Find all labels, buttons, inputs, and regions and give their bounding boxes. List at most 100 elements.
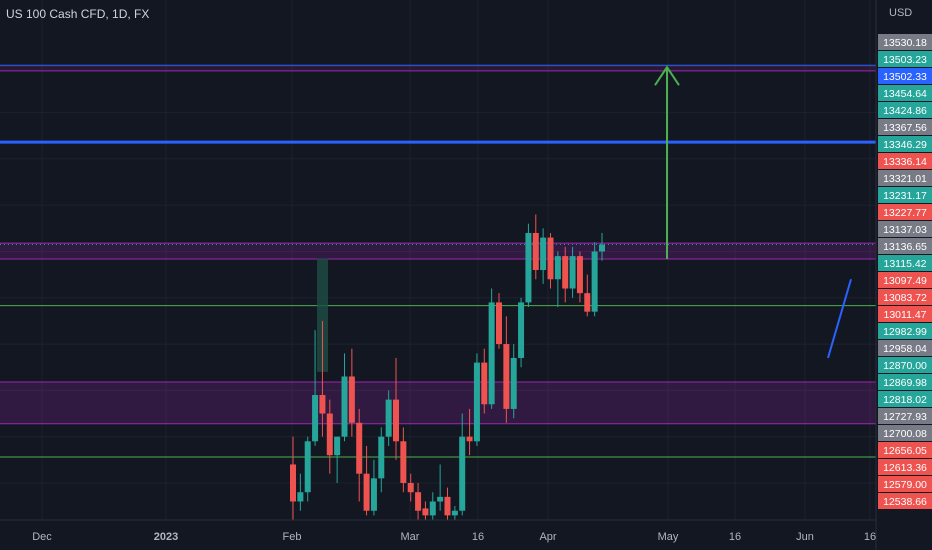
price-label: 13346.29 [883, 139, 927, 151]
support-zone [0, 243, 876, 260]
time-tick-label: 16 [729, 531, 741, 543]
price-label-box [878, 153, 932, 169]
candle-body [356, 422, 363, 474]
price-label-box [878, 425, 932, 441]
price-label: 13083.72 [883, 292, 927, 304]
candle-body [393, 399, 399, 442]
price-label-box [878, 272, 932, 288]
price-label: 12870.00 [883, 360, 927, 372]
price-label-box [878, 255, 932, 271]
candle-body [334, 436, 341, 456]
price-label: 12869.98 [883, 377, 927, 389]
candle-body [290, 464, 296, 502]
price-label: 12818.02 [883, 394, 927, 406]
price-label-box [878, 204, 932, 220]
price-label-box [878, 51, 932, 67]
price-label-box [878, 476, 932, 492]
price-label-box [878, 187, 932, 203]
candle-body [348, 376, 355, 423]
candle-body [547, 237, 554, 280]
price-label-box [878, 34, 932, 50]
price-label: 12613.36 [883, 462, 927, 474]
price-label: 13227.77 [883, 207, 927, 219]
candle-body [385, 399, 392, 437]
candle-body [562, 256, 569, 289]
candle-body [407, 482, 414, 493]
price-label: 12958.04 [883, 343, 927, 355]
price-label: 13011.47 [883, 309, 926, 321]
projection-arrow-head [654, 65, 680, 86]
candle-body [554, 256, 561, 280]
candle-body [576, 256, 583, 294]
time-tick-label: Apr [539, 531, 556, 543]
candle-body [451, 510, 458, 516]
price-label-box [878, 442, 932, 458]
trend-line [827, 278, 852, 359]
price-label-box [878, 85, 932, 101]
price-label: 13231.17 [883, 190, 927, 202]
price-label-box [878, 408, 932, 424]
price-label-box [878, 323, 932, 339]
price-label-box [878, 493, 932, 509]
time-tick-label: 16 [864, 531, 876, 543]
price-label: 13115.42 [883, 258, 926, 270]
time-tick-label: Mar [401, 531, 420, 543]
candle-body [584, 293, 591, 312]
candle-body [370, 478, 377, 511]
candle-body [297, 492, 304, 502]
symbol-title[interactable]: US 100 Cash CFD, 1D, FX [6, 7, 150, 21]
price-label: 12982.99 [883, 326, 927, 338]
price-label-box [878, 119, 932, 135]
resistance-band [0, 65, 876, 71]
price-label: 13454.64 [883, 88, 927, 100]
price-label-box [878, 221, 932, 237]
time-tick-label: Jun [796, 531, 814, 543]
candle-body [459, 436, 466, 511]
candle-body [429, 501, 436, 516]
currency-label[interactable]: USD [889, 7, 913, 19]
price-label-box [878, 459, 932, 475]
price-label: 12700.08 [883, 428, 927, 440]
candle-body [569, 256, 576, 289]
support-zone [0, 382, 876, 424]
price-label-box [878, 391, 932, 407]
candle-body [540, 237, 547, 270]
price-label: 12656.05 [883, 445, 927, 457]
candle-body [363, 473, 370, 511]
candle-body [473, 362, 480, 442]
price-label: 13321.01 [883, 173, 927, 185]
candle-body [437, 496, 444, 502]
price-label: 13503.23 [883, 54, 927, 66]
candle-body [488, 302, 495, 405]
time-tick-label: May [658, 531, 679, 543]
candle-body [518, 302, 525, 358]
candle-body [599, 244, 605, 252]
candle-body [525, 232, 532, 303]
price-label: 12538.66 [883, 496, 927, 508]
candle-body [591, 251, 598, 312]
candle-body [422, 508, 429, 516]
candle-body [415, 492, 422, 511]
candle-body [481, 362, 488, 405]
price-label-box [878, 357, 932, 373]
price-label-box [878, 289, 932, 305]
price-label-box [878, 374, 932, 390]
candle-body [304, 441, 311, 493]
candle-body [326, 413, 333, 456]
candle-body [510, 357, 517, 409]
price-label: 13097.49 [883, 275, 927, 287]
price-label-box [878, 68, 932, 84]
price-label: 13424.86 [883, 105, 927, 117]
candle-body [312, 395, 319, 442]
price-label: 13530.18 [883, 37, 927, 49]
price-label: 13336.14 [883, 156, 927, 168]
price-label: 12579.00 [883, 479, 927, 491]
candle-body [532, 232, 539, 270]
price-label: 13136.65 [883, 241, 927, 253]
price-label-box [878, 102, 932, 118]
candle-body [496, 302, 502, 345]
candle-body [400, 441, 407, 483]
highlight-bar [317, 258, 328, 372]
